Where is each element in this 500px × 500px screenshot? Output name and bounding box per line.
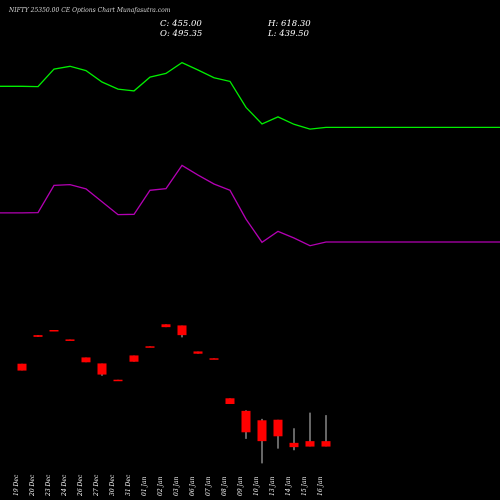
candle-body <box>81 357 91 363</box>
x-tick-label: 13 Jan <box>269 476 276 496</box>
candle-body <box>161 324 171 328</box>
x-tick-label: 03 Jan <box>173 476 180 496</box>
candle-body <box>33 335 43 337</box>
x-tick-label: 15 Jan <box>301 476 308 496</box>
lower-indicator-line <box>0 164 500 247</box>
candle <box>289 428 299 451</box>
x-tick-label: 10 Jan <box>253 476 260 496</box>
candle <box>113 379 123 382</box>
candle-body <box>49 330 59 332</box>
candle <box>193 351 203 354</box>
chart-title: NIFTY 25350.00 CE Options Chart Munafasu… <box>9 7 171 14</box>
candles <box>17 324 331 464</box>
candle <box>33 335 43 337</box>
indicator-lines <box>0 61 500 247</box>
candle-body <box>145 346 155 348</box>
x-tick-label: 07 Jan <box>205 476 212 496</box>
candle <box>305 412 315 447</box>
candle-body <box>305 441 315 447</box>
x-tick-label: 30 Dec <box>109 474 116 496</box>
candle-body <box>17 363 27 371</box>
candle <box>97 363 107 376</box>
candle <box>81 357 91 363</box>
candle <box>49 330 59 332</box>
x-tick-label: 09 Jan <box>237 476 244 496</box>
candle <box>129 355 139 362</box>
candle <box>321 415 331 447</box>
x-tick-label: 20 Dec <box>29 474 36 497</box>
upper-indicator-line <box>0 61 500 130</box>
candle-body <box>257 420 267 442</box>
x-tick-label: 24 Dec <box>61 474 68 497</box>
low-value: L: 439.50 <box>268 29 309 39</box>
candle-body <box>129 355 139 362</box>
candle <box>177 325 187 338</box>
x-tick-label: 02 Jan <box>157 476 164 496</box>
candle <box>209 358 219 360</box>
open-value: O: 495.35 <box>160 29 203 39</box>
candle-body <box>273 419 283 437</box>
x-tick-label: 16 Jan <box>317 476 324 496</box>
x-tick-label: 27 Dec <box>93 474 100 497</box>
candle-body <box>113 379 123 382</box>
candle-body <box>193 351 203 354</box>
candle-body <box>177 325 187 336</box>
candle <box>145 346 155 348</box>
x-tick-label: 31 Dec <box>125 474 132 496</box>
candle <box>273 419 283 449</box>
candle-body <box>321 441 331 447</box>
high-value: H: 618.30 <box>268 19 311 29</box>
candle-body <box>209 358 219 360</box>
x-tick-label: 01 Jan <box>141 476 148 496</box>
x-axis: 19 Dec 20 Dec 23 Dec 24 Dec 26 Dec 27 Dec 30 D… <box>13 474 324 497</box>
candle <box>161 324 171 328</box>
candle <box>257 418 267 464</box>
candle <box>241 410 251 439</box>
candle-body <box>225 398 235 404</box>
candle-body <box>289 442 299 448</box>
candle <box>65 339 75 341</box>
x-tick-label: 26 Dec <box>77 474 84 497</box>
x-tick-label: 14 Jan <box>285 476 292 496</box>
x-tick-label: 23 Dec <box>45 474 52 497</box>
x-tick-label: 19 Dec <box>13 474 20 496</box>
candle <box>225 398 235 404</box>
candle <box>17 363 27 371</box>
candle-body <box>97 363 107 375</box>
candle-body <box>65 339 75 341</box>
x-tick-label: 06 Jan <box>189 476 196 496</box>
candle-body <box>241 410 251 433</box>
x-tick-label: 08 Jan <box>221 476 228 496</box>
close-value: C: 455.00 <box>160 19 202 29</box>
